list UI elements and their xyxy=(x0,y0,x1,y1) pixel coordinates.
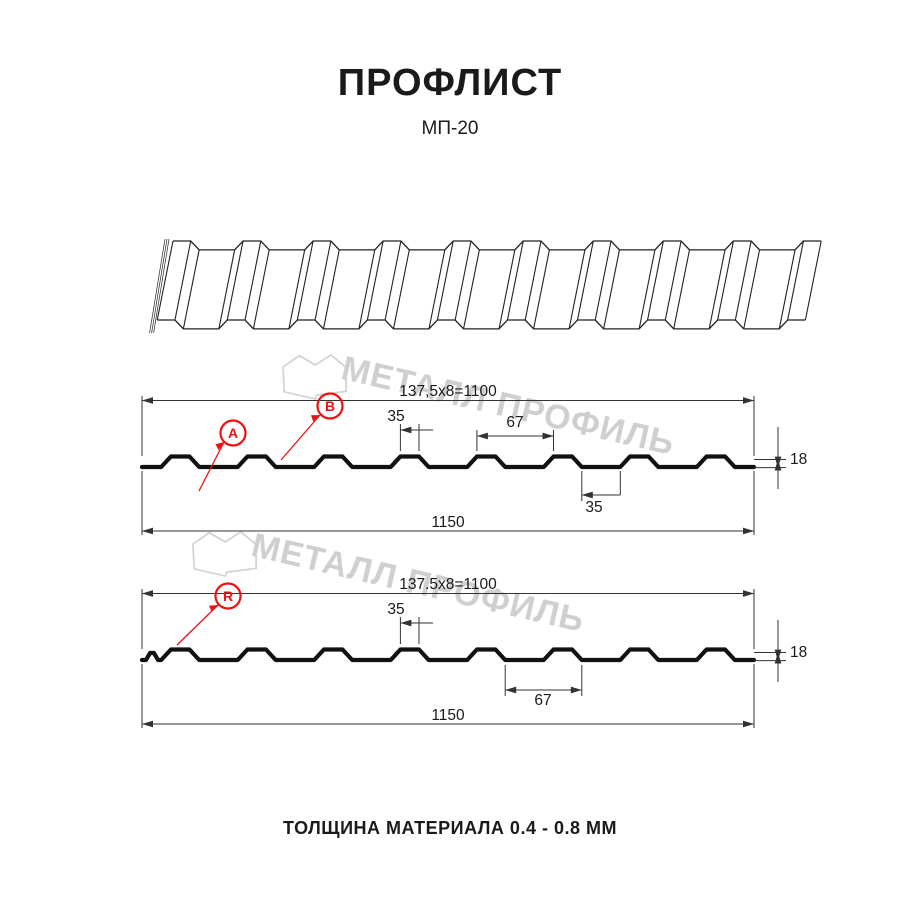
svg-text:137,5x8=1100: 137,5x8=1100 xyxy=(399,383,497,400)
svg-text:67: 67 xyxy=(534,692,551,709)
svg-text:67: 67 xyxy=(506,414,523,431)
svg-text:1150: 1150 xyxy=(431,707,465,724)
svg-text:A: A xyxy=(228,425,238,441)
svg-text:35: 35 xyxy=(387,601,404,618)
svg-text:МЕТАЛЛ ПРОФИЛЬ: МЕТАЛЛ ПРОФИЛЬ xyxy=(338,349,678,463)
svg-text:B: B xyxy=(325,398,335,414)
svg-text:1150: 1150 xyxy=(431,514,465,531)
svg-text:R: R xyxy=(223,588,233,604)
svg-text:137.5x8=1100: 137.5x8=1100 xyxy=(399,576,497,593)
svg-text:18: 18 xyxy=(790,644,807,661)
svg-text:18: 18 xyxy=(790,451,807,468)
svg-text:35: 35 xyxy=(387,408,404,425)
svg-text:35: 35 xyxy=(585,499,602,516)
